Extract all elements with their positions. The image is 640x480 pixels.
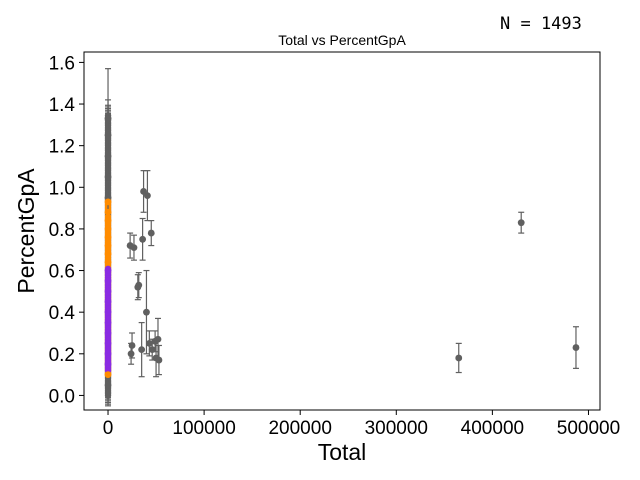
data-point bbox=[104, 298, 112, 306]
data-point bbox=[127, 350, 135, 358]
data-point bbox=[145, 339, 153, 347]
data-point bbox=[104, 267, 112, 274]
y-tick-label: 1.0 bbox=[49, 178, 75, 199]
data-point bbox=[148, 346, 156, 354]
data-point bbox=[130, 244, 138, 252]
data-point bbox=[138, 346, 146, 354]
data-point bbox=[143, 308, 150, 316]
data-point bbox=[104, 277, 112, 285]
data-point bbox=[104, 350, 112, 358]
data-point bbox=[144, 192, 151, 200]
y-tick-label: 1.2 bbox=[49, 137, 75, 158]
data-point bbox=[104, 225, 112, 233]
data-point bbox=[104, 329, 112, 337]
data-point bbox=[155, 356, 163, 364]
data-point bbox=[104, 173, 112, 181]
data-point bbox=[104, 339, 112, 347]
data-point bbox=[104, 381, 112, 389]
data-point bbox=[147, 229, 155, 237]
data-point bbox=[517, 219, 525, 227]
data-point bbox=[104, 319, 112, 326]
data-point bbox=[154, 335, 162, 343]
x-tick-label: 100000 bbox=[172, 418, 235, 439]
data-point bbox=[104, 233, 112, 241]
data-point bbox=[104, 131, 112, 139]
x-tick-label: 400000 bbox=[461, 418, 524, 439]
data-point bbox=[128, 342, 136, 349]
chart-title: Total vs PercentGpA bbox=[278, 32, 406, 48]
data-point bbox=[104, 371, 112, 379]
data-point bbox=[135, 281, 143, 289]
x-tick-label: 500000 bbox=[557, 418, 620, 439]
data-point bbox=[104, 198, 112, 206]
data-point bbox=[104, 115, 112, 123]
plot-frame bbox=[83, 51, 601, 411]
y-tick-label: 1.6 bbox=[49, 53, 75, 74]
data-point bbox=[104, 258, 112, 266]
y-tick-label: 0.2 bbox=[49, 345, 75, 366]
data-point bbox=[104, 242, 112, 249]
data-point bbox=[139, 235, 147, 243]
x-tick-label: 0 bbox=[103, 418, 114, 439]
data-point bbox=[104, 217, 112, 224]
y-tick-label: 0.6 bbox=[49, 262, 75, 283]
data-point bbox=[104, 152, 112, 160]
x-axis-label: Total bbox=[318, 439, 367, 465]
data-point bbox=[104, 208, 112, 216]
y-tick-label: 0.0 bbox=[49, 386, 75, 407]
y-tick-label: 0.8 bbox=[49, 220, 75, 241]
y-tick-label: 1.4 bbox=[49, 95, 76, 116]
data-point bbox=[572, 344, 580, 351]
data-point bbox=[104, 360, 112, 368]
x-tick-label: 300000 bbox=[365, 418, 428, 439]
plot-area bbox=[104, 68, 580, 407]
data-point bbox=[455, 354, 463, 362]
y-axis-label: PercentGpA bbox=[13, 168, 39, 294]
data-point bbox=[104, 287, 112, 295]
x-tick-label: 200000 bbox=[268, 418, 331, 439]
data-point bbox=[104, 250, 112, 258]
sample-size-label: N = 1493 bbox=[500, 14, 582, 34]
y-tick-label: 0.4 bbox=[49, 303, 76, 324]
data-point bbox=[104, 308, 112, 316]
